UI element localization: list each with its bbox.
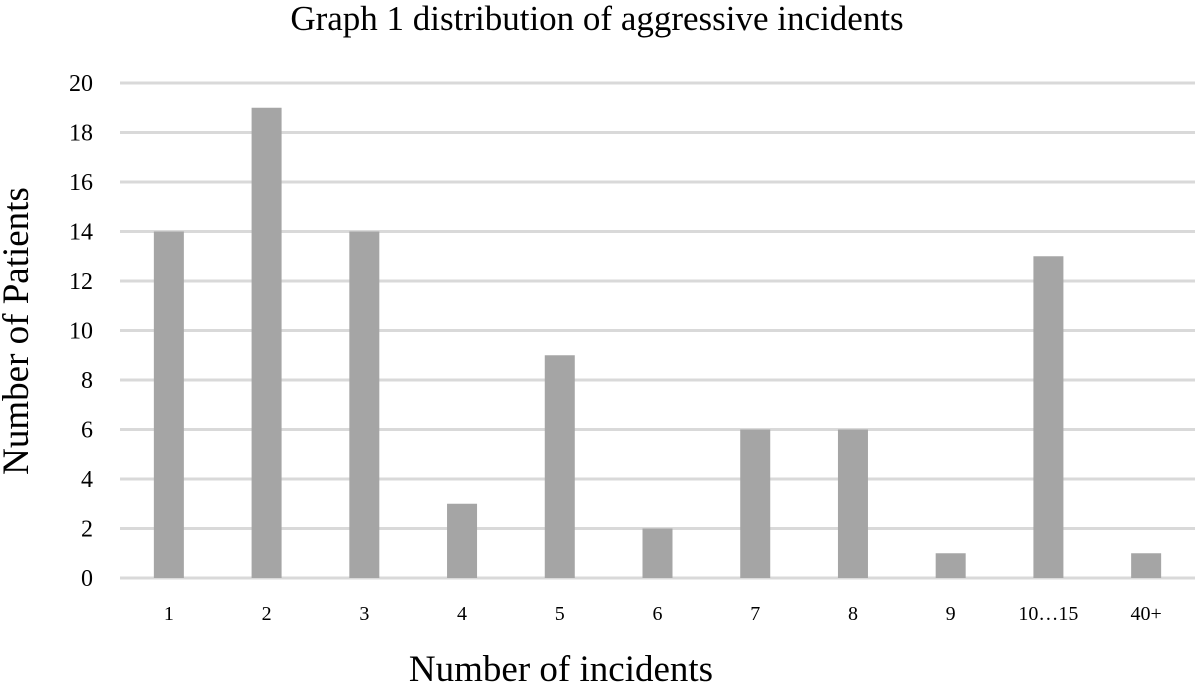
y-tick-label: 2	[81, 517, 93, 543]
y-tick-label: 8	[81, 368, 93, 394]
bar	[349, 231, 380, 578]
bars	[153, 107, 1162, 578]
y-tick-label: 0	[81, 566, 93, 592]
bar	[837, 429, 868, 578]
y-tick-label: 14	[69, 220, 93, 246]
bar	[740, 429, 771, 578]
y-tick-label: 18	[69, 121, 93, 147]
x-tick-label: 6	[653, 603, 663, 625]
y-tick-label: 4	[81, 467, 93, 493]
y-tick-label: 16	[69, 170, 93, 196]
y-axis-label: Number of Patients	[0, 187, 37, 475]
x-tick-label: 40+	[1130, 603, 1161, 625]
bar	[544, 355, 575, 578]
x-tick-label: 7	[750, 603, 760, 625]
x-tick-label: 4	[457, 603, 467, 625]
gridlines	[120, 81, 1195, 580]
x-tick-label: 10…15	[1018, 603, 1078, 625]
x-tick-label: 3	[359, 603, 369, 625]
x-axis-ticks: 1 2 3 4 5 6 7 8 9 10…15 40+	[164, 603, 1162, 625]
y-tick-label: 10	[69, 319, 93, 345]
bar	[1131, 553, 1162, 578]
bar	[251, 107, 282, 578]
x-tick-label: 2	[262, 603, 272, 625]
bar	[935, 553, 966, 578]
x-axis-label: Number of incidents	[409, 649, 713, 685]
y-tick-label: 12	[69, 269, 93, 295]
bar	[153, 231, 184, 578]
y-axis-ticks: 0 2 4 6 8 10 12 14 16 18 20	[69, 71, 93, 592]
bar	[1033, 256, 1064, 578]
chart-title: Graph 1 distribution of aggressive incid…	[290, 0, 903, 38]
x-tick-label: 5	[555, 603, 565, 625]
y-tick-label: 6	[81, 418, 93, 444]
x-tick-label: 8	[848, 603, 858, 625]
bar	[447, 503, 478, 578]
x-tick-label: 9	[946, 603, 956, 625]
x-tick-label: 1	[164, 603, 174, 625]
bar	[642, 528, 673, 578]
y-tick-label: 20	[69, 71, 93, 97]
